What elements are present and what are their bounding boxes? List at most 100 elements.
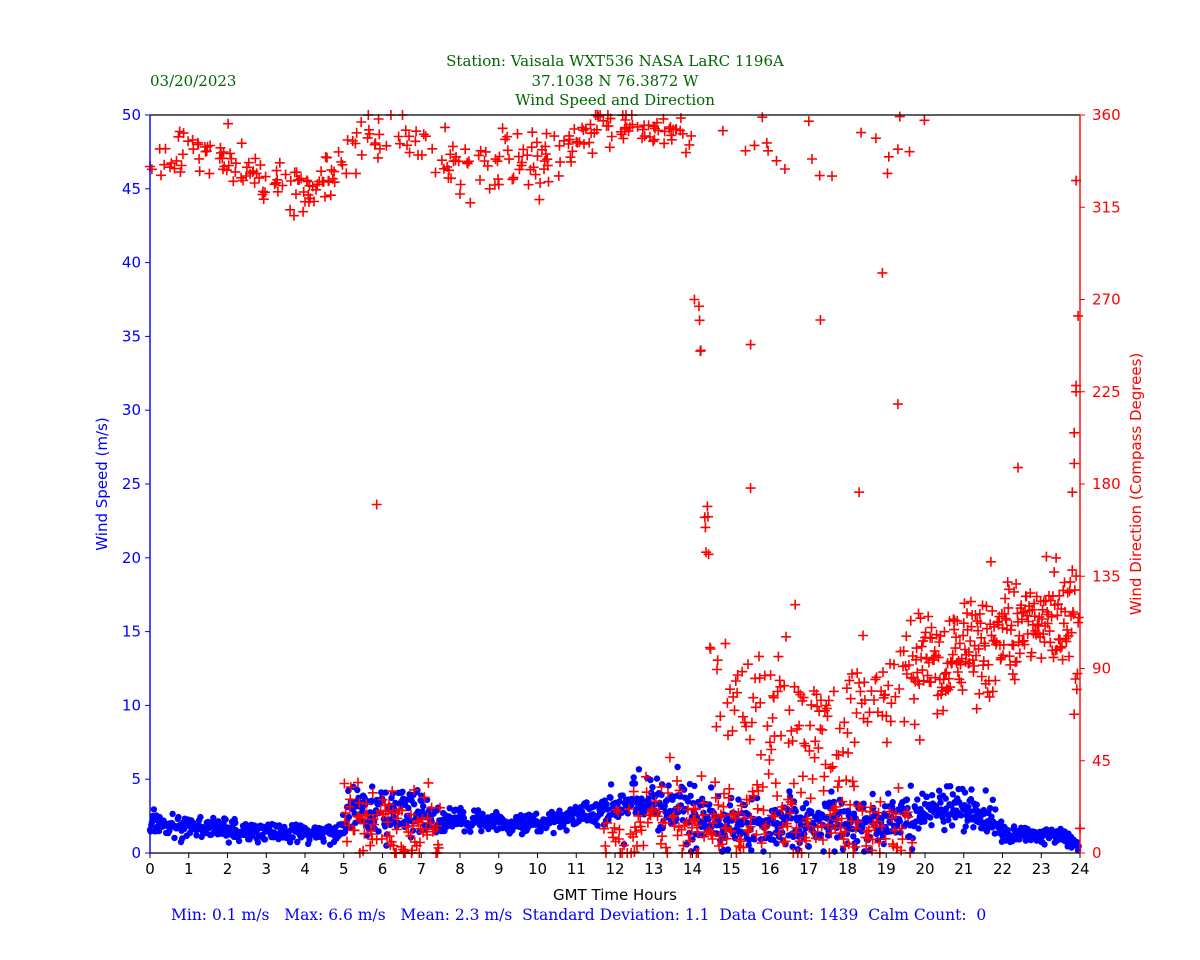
direction-point (411, 126, 422, 137)
direction-point (291, 167, 302, 178)
speed-point (797, 822, 805, 829)
speed-point (928, 792, 936, 799)
direction-point (664, 752, 675, 763)
direction-point (805, 793, 816, 804)
direction-point (609, 822, 620, 833)
x-axis-label: GMT Time Hours (553, 886, 677, 904)
speed-point (594, 822, 601, 829)
direction-point (785, 808, 795, 819)
direction-point (277, 180, 288, 191)
direction-point (890, 808, 901, 819)
speed-point (669, 796, 676, 803)
direction-point (377, 794, 388, 805)
speed-point (616, 798, 623, 805)
speed-point (222, 816, 229, 823)
direction-point (842, 727, 853, 738)
direction-point (223, 118, 234, 129)
direction-point (703, 511, 713, 522)
direction-point (1069, 709, 1080, 720)
direction-point (484, 183, 495, 194)
speed-point (175, 813, 182, 821)
direction-point (298, 206, 309, 217)
direction-point (818, 785, 829, 796)
direction-point (872, 816, 883, 827)
direction-point (187, 134, 198, 145)
direction-point (877, 267, 888, 278)
y2-tick-label: 90 (1092, 660, 1111, 678)
direction-point (965, 636, 976, 646)
direction-point (404, 131, 414, 142)
speed-point (962, 823, 969, 830)
direction-point (901, 631, 912, 642)
direction-point (971, 703, 982, 714)
direction-point (1042, 607, 1053, 617)
y-tick-label: 5 (131, 770, 141, 788)
direction-point (193, 139, 204, 150)
direction-point (176, 160, 187, 171)
direction-point (1009, 674, 1020, 685)
speed-point (947, 783, 954, 790)
direction-point (754, 651, 764, 662)
direction-point (823, 695, 834, 706)
direction-point (672, 775, 682, 786)
direction-point (228, 176, 239, 187)
direction-point (641, 771, 651, 782)
direction-point (1009, 586, 1020, 597)
direction-point (649, 134, 660, 145)
direction-point (1055, 642, 1066, 653)
direction-point (433, 842, 444, 853)
direction-point (916, 641, 927, 652)
direction-point (365, 840, 376, 851)
x-tick-label: 3 (261, 860, 271, 878)
direction-point (480, 146, 491, 157)
direction-point (746, 717, 757, 728)
direction-point (584, 137, 595, 148)
direction-point (912, 667, 923, 678)
speed-point (467, 828, 474, 835)
direction-point (637, 124, 648, 135)
direction-point (549, 131, 560, 142)
direction-point (974, 608, 985, 619)
direction-point (492, 156, 503, 167)
direction-point (729, 705, 740, 716)
speed-point (171, 834, 178, 842)
direction-point (696, 771, 707, 782)
y2-tick-label: 0 (1092, 844, 1102, 862)
speed-point (418, 798, 426, 805)
direction-point (407, 845, 418, 856)
direction-point (631, 827, 642, 837)
direction-point (894, 111, 905, 122)
direction-point (843, 839, 854, 850)
direction-point (725, 684, 735, 695)
direction-point (296, 173, 307, 184)
direction-point (823, 820, 834, 831)
direction-point (861, 840, 872, 851)
direction-point (943, 684, 954, 695)
direction-point (838, 834, 849, 845)
direction-point (777, 801, 788, 812)
direction-point (637, 133, 648, 144)
direction-point (512, 128, 523, 139)
direction-point (404, 147, 415, 158)
direction-point (614, 824, 625, 835)
direction-point (789, 681, 800, 692)
speed-point (294, 838, 301, 846)
direction-point (816, 821, 827, 831)
speed-point (927, 814, 934, 821)
direction-point (709, 813, 720, 824)
speed-point (420, 803, 427, 810)
direction-point (410, 136, 421, 147)
speed-point (735, 796, 742, 803)
direction-point (627, 119, 638, 130)
direction-point (427, 143, 438, 154)
direction-point (663, 788, 673, 799)
direction-point (858, 630, 868, 641)
direction-point (688, 803, 699, 814)
direction-point (880, 689, 890, 700)
direction-point (745, 483, 756, 494)
direction-point (655, 838, 666, 849)
direction-point (733, 808, 744, 818)
speed-point (461, 828, 468, 835)
direction-point (353, 777, 363, 788)
speed-point (197, 813, 204, 821)
